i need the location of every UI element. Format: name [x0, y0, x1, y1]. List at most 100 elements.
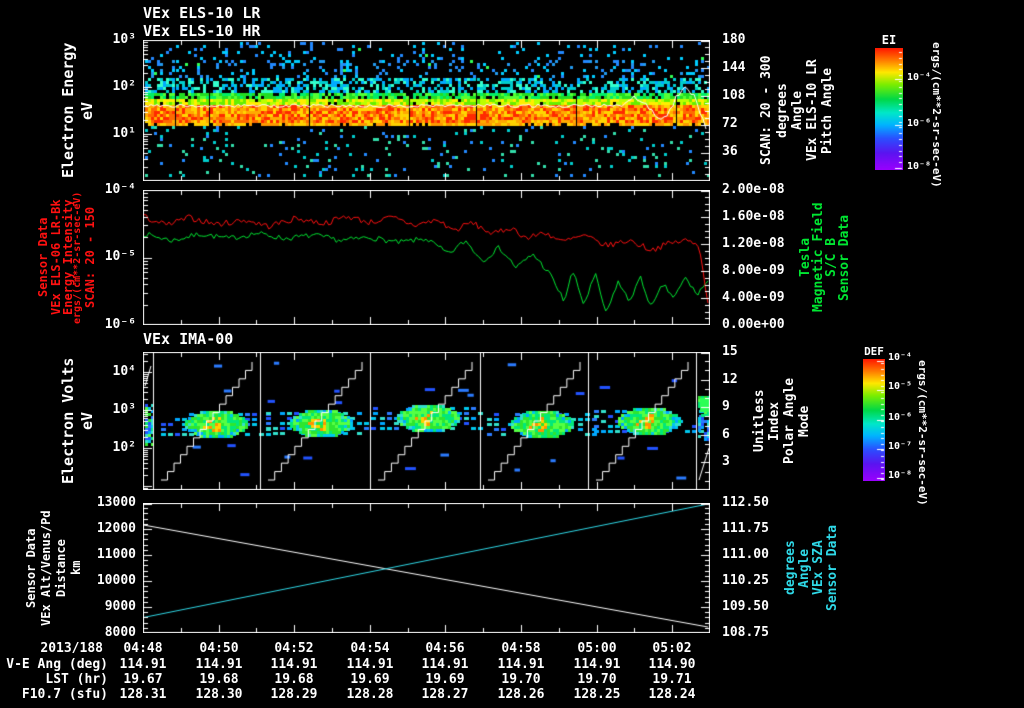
p4-y-tick-label: 11000 — [96, 547, 136, 562]
p1-right-axis-label: Pitch Angle — [820, 67, 835, 154]
p2-y-tick-label: 10⁻⁵ — [104, 249, 136, 264]
els-spectrogram-canvas — [143, 40, 710, 181]
ve-ang-value: 114.91 — [270, 657, 318, 672]
p4-y-tick-label: 10000 — [96, 573, 136, 588]
p4-right-axis-label: Angle — [797, 548, 812, 588]
p2-right-tick-label: 1.20e-08 — [722, 236, 785, 251]
row-label-ve-ang: V-E Ang (deg) — [6, 657, 108, 672]
alt-sza-canvas — [143, 503, 710, 633]
time-label: 04:56 — [425, 641, 465, 656]
p1-right-axis-label: Angle — [790, 90, 805, 131]
p2-right-tick-label: 4.00e-09 — [722, 290, 785, 305]
f107-value: 128.30 — [195, 687, 243, 702]
p4-left-axis-label: VEx Alt/Venus/Pd — [39, 510, 53, 626]
p1-right-tick-label: 108 — [722, 88, 746, 103]
def-colorbar-tick: 10⁻⁸ — [888, 470, 913, 481]
ei-colorbar-tick: 10⁻⁸ — [907, 161, 932, 172]
lst-value: 19.70 — [501, 672, 541, 687]
p2-right-tick-label: 0.00e+00 — [722, 317, 785, 332]
p1-y-tick-label: 10³ — [112, 32, 136, 47]
def-colorbar-tick: 10⁻⁵ — [888, 381, 913, 392]
f107-value: 128.28 — [346, 687, 394, 702]
p4-y-tick-label: 13000 — [96, 495, 136, 510]
p1-right-tick-label: 180 — [722, 32, 746, 47]
p3-right-tick-label: 6 — [722, 427, 730, 442]
lst-value: 19.71 — [652, 672, 692, 687]
p4-y-tick-label: 12000 — [96, 521, 136, 536]
p4-right-axis-label: Sensor Data — [825, 524, 840, 612]
p1-right-axis-label: degrees — [775, 83, 790, 138]
ve-ang-value: 114.91 — [346, 657, 394, 672]
p2-right-tick-label: 1.60e-08 — [722, 209, 785, 224]
p1-right-tick-label: 72 — [722, 116, 738, 131]
f107-value: 128.29 — [270, 687, 318, 702]
def-colorbar-tick: 10⁻⁴ — [888, 352, 913, 363]
row-label-f107: F10.7 (sfu) — [21, 687, 108, 702]
ei-colorbar-tick: 10⁻⁶ — [907, 118, 932, 129]
ve-ang-value: 114.91 — [573, 657, 621, 672]
p4-y-tick-label: 9000 — [104, 599, 136, 614]
p4-right-tick-label: 110.25 — [722, 573, 769, 588]
p2-right-axis-label: Sensor Data — [837, 214, 852, 301]
time-label: 05:02 — [652, 641, 692, 656]
p1-y-tick-label: 10¹ — [112, 126, 136, 141]
p4-left-axis-label: Sensor Data — [24, 528, 38, 608]
ei-colorbar-units: ergs/(cm**2-sr-sec-eV) — [930, 42, 943, 188]
p3-right-axis-label: Index — [767, 401, 782, 441]
f107-value: 128.26 — [497, 687, 545, 702]
ve-ang-value: 114.91 — [119, 657, 167, 672]
lst-value: 19.68 — [199, 672, 239, 687]
ve-ang-value: 114.91 — [497, 657, 545, 672]
time-label: 04:58 — [501, 641, 541, 656]
p3-right-tick-label: 3 — [722, 454, 730, 469]
lst-value: 19.69 — [350, 672, 390, 687]
p2-right-tick-label: 2.00e-08 — [722, 182, 785, 197]
p3-right-axis-label: Mode — [797, 405, 812, 437]
lst-value: 19.67 — [123, 672, 163, 687]
ei-colorbar-tick: 10⁻⁴ — [907, 72, 932, 83]
p4-y-tick-label: 8000 — [104, 625, 136, 640]
ve-ang-value: 114.91 — [195, 657, 243, 672]
p1-right-tick-label: 36 — [722, 144, 738, 159]
p3-y-tick-label: 10⁴ — [112, 364, 136, 379]
p3-right-tick-label: 15 — [722, 344, 738, 359]
def-colorbar-tick: 10⁻⁶ — [888, 412, 913, 423]
p3-right-axis-label: Polar Angle — [782, 377, 797, 465]
p4-right-axis-label: degrees — [783, 540, 798, 596]
f107-value: 128.27 — [421, 687, 469, 702]
def-colorbar-tick: 10⁻⁷ — [888, 441, 913, 452]
p3-y-axis-title: Electron Volts — [59, 357, 77, 485]
p4-right-tick-label: 108.75 — [722, 625, 769, 640]
row-label-lst: LST (hr) — [45, 672, 108, 687]
p3-y-tick-label: 10² — [112, 440, 136, 455]
time-label: 04:48 — [123, 641, 163, 656]
p1-right-axis-label: SCAN: 20 - 300 — [759, 55, 774, 166]
f107-value: 128.31 — [119, 687, 167, 702]
date-label: 2013/188 — [40, 641, 103, 656]
p1-y-axis-title: Electron Energy — [59, 42, 77, 179]
intensity-bfield-canvas — [143, 190, 710, 325]
p2-right-tick-label: 8.00e-09 — [722, 263, 785, 278]
lst-value: 19.70 — [577, 672, 617, 687]
p3-y-tick-label: 10³ — [112, 402, 136, 417]
p1-right-tick-label: 144 — [722, 60, 746, 75]
f107-value: 128.25 — [573, 687, 621, 702]
p4-right-axis-label: VEx SZA — [811, 540, 826, 596]
p3-right-tick-label: 9 — [722, 399, 730, 414]
p4-right-tick-label: 111.75 — [722, 521, 769, 536]
ei-colorbar-title: EI — [881, 33, 897, 47]
f107-value: 128.24 — [648, 687, 696, 702]
page-subtitle: VEx ELS-10 HR — [143, 22, 261, 40]
time-label: 04:52 — [274, 641, 314, 656]
p2-y-tick-label: 10⁻⁴ — [104, 182, 136, 197]
def-colorbar — [863, 359, 885, 481]
lst-value: 19.68 — [274, 672, 314, 687]
def-colorbar-title: DEF — [864, 345, 884, 358]
ima-spectrogram-canvas — [143, 352, 710, 490]
ei-colorbar — [875, 48, 903, 170]
page-title: VEx ELS-10 LR — [143, 4, 261, 22]
p4-right-tick-label: 109.50 — [722, 599, 769, 614]
ve-ang-value: 114.90 — [648, 657, 696, 672]
p3-right-tick-label: 12 — [722, 372, 738, 387]
